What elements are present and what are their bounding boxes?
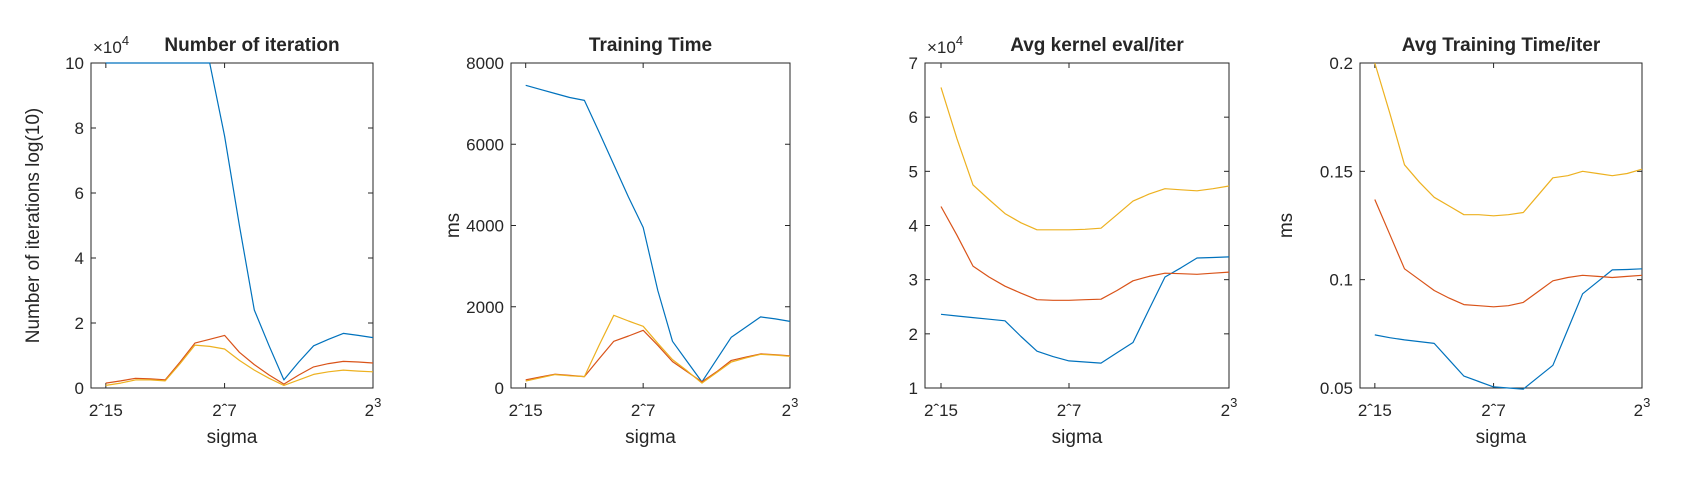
chart-training-time-ytick-label: 4000 bbox=[466, 217, 504, 236]
chart-time-per-iter-xtick-label: 2ˆ15 bbox=[1358, 401, 1392, 420]
chart-iterations-ytick-label: 6 bbox=[75, 184, 84, 203]
chart-kernel-eval-ytick-label: 2 bbox=[909, 325, 918, 344]
chart-time-per-iter-ytick-label: 0.1 bbox=[1329, 271, 1353, 290]
chart-kernel-eval-xlabel: sigma bbox=[1052, 427, 1103, 448]
chart-kernel-eval-ytick-label: 3 bbox=[909, 271, 918, 290]
chart-iterations-ytick-label: 4 bbox=[75, 249, 84, 268]
chart-training-time-ytick-label: 6000 bbox=[466, 135, 504, 154]
chart-kernel-eval-exponent-label: ×104 bbox=[927, 33, 963, 57]
chart-training-time-xlabel: sigma bbox=[625, 427, 676, 448]
chart-kernel-eval-series-3-line bbox=[940, 87, 1230, 231]
chart-time-per-iter-title: Avg Training Time/iter bbox=[1402, 35, 1601, 56]
chart-training-time-ytick-label: 0 bbox=[495, 379, 504, 398]
chart-training-time-xtick-label: 2ˆ15 bbox=[509, 401, 543, 420]
chart-kernel-eval-ytick-label: 1 bbox=[909, 379, 918, 398]
chart-kernel-eval-xtick-power: 3 bbox=[1230, 395, 1237, 410]
chart-iterations-xlabel: sigma bbox=[207, 427, 258, 448]
chart-iterations-title: Number of iteration bbox=[164, 35, 339, 56]
chart-iterations-series-3-line bbox=[105, 344, 374, 386]
chart-kernel-eval-exponent-power: 4 bbox=[956, 33, 963, 48]
chart-iterations-xtick-label: 2ˆ7 bbox=[212, 401, 237, 420]
chart-kernel-eval-series-2-line bbox=[940, 206, 1230, 301]
chart-panel-time-per-iter: 0.05 0.1 0.15 0.2 2ˆ15 2ˆ7 23 Avg Training Time… bbox=[1276, 35, 1650, 448]
chart-training-time-series-3-line bbox=[525, 314, 791, 384]
chart-iterations-plot-area bbox=[90, 62, 374, 389]
chart-time-per-iter-series-3-line bbox=[1374, 62, 1643, 217]
chart-time-per-iter-xtick-power: 3 bbox=[1643, 395, 1650, 410]
chart-iterations-exponent-base: ×10 bbox=[93, 38, 122, 57]
chart-time-per-iter-xtick-label: 2ˆ7 bbox=[1481, 401, 1506, 420]
chart-kernel-eval-ytick-label: 7 bbox=[909, 54, 918, 73]
chart-training-time-series-1-line bbox=[525, 84, 791, 383]
chart-kernel-eval-series-1-line bbox=[940, 256, 1230, 364]
chart-training-time-xtick-label: 2ˆ7 bbox=[631, 401, 656, 420]
chart-iterations-series-1-line bbox=[105, 62, 374, 381]
chart-time-per-iter-xtick-label: 23 bbox=[1634, 395, 1651, 420]
chart-iterations-ytick-label: 0 bbox=[75, 379, 84, 398]
chart-time-per-iter-xlabel: sigma bbox=[1476, 427, 1527, 448]
chart-time-per-iter-ytick-label: 0.05 bbox=[1320, 379, 1353, 398]
chart-kernel-eval-ytick-label: 4 bbox=[909, 217, 918, 236]
chart-kernel-eval-xtick-label: 2ˆ15 bbox=[924, 401, 958, 420]
chart-time-per-iter-plot-area bbox=[1359, 62, 1643, 389]
chart-time-per-iter-series-2-line bbox=[1374, 199, 1643, 308]
chart-iterations-ytick-label: 2 bbox=[75, 314, 84, 333]
chart-time-per-iter-ytick-label: 0.15 bbox=[1320, 162, 1353, 181]
chart-training-time-ytick-label: 2000 bbox=[466, 298, 504, 317]
chart-time-per-iter-ytick-label: 0.2 bbox=[1329, 54, 1353, 73]
chart-kernel-eval-title: Avg kernel eval/iter bbox=[1010, 35, 1184, 56]
chart-iterations-series-2-line bbox=[105, 334, 374, 385]
chart-kernel-eval-ytick-label: 5 bbox=[909, 162, 918, 181]
chart-training-time-xtick-label: 23 bbox=[782, 395, 799, 420]
chart-kernel-eval-exponent-base: ×10 bbox=[927, 38, 956, 57]
chart-kernel-eval-plot-area bbox=[924, 62, 1230, 389]
chart-iterations-ylabel: Number of iterations log(10) bbox=[23, 108, 44, 344]
chart-kernel-eval-xtick-label: 2ˆ7 bbox=[1057, 401, 1082, 420]
chart-training-time-title: Training Time bbox=[589, 35, 712, 56]
chart-training-time-ytick-label: 8000 bbox=[466, 54, 504, 73]
chart-kernel-eval-ytick-label: 6 bbox=[909, 108, 918, 127]
chart-iterations-exponent-label: ×104 bbox=[93, 33, 129, 57]
chart-panel-training-time: 0 2000 4000 6000 8000 2ˆ15 2ˆ7 23 Training Time s… bbox=[443, 35, 798, 448]
chart-iterations-xtick-power: 3 bbox=[374, 395, 381, 410]
chart-training-time-plot-area bbox=[510, 62, 791, 389]
chart-iterations-xtick-label: 23 bbox=[365, 395, 382, 420]
chart-iterations-ytick-label: 10 bbox=[65, 54, 84, 73]
chart-iterations-exponent-power: 4 bbox=[122, 33, 129, 48]
chart-iterations-xtick-label: 2ˆ15 bbox=[89, 401, 123, 420]
chart-iterations-ytick-label: 8 bbox=[75, 119, 84, 138]
chart-training-time-xtick-power: 3 bbox=[791, 395, 798, 410]
chart-time-per-iter-ylabel: ms bbox=[1276, 213, 1297, 238]
chart-training-time-ylabel: ms bbox=[443, 213, 464, 238]
chart-kernel-eval-xtick-label: 23 bbox=[1221, 395, 1238, 420]
chart-time-per-iter-series-1-line bbox=[1374, 268, 1643, 390]
